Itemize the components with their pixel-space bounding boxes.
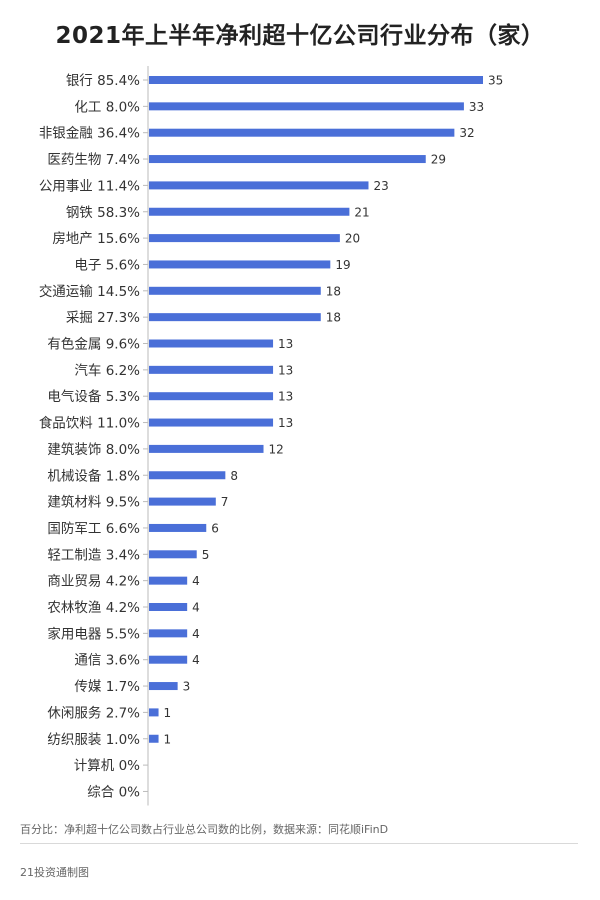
category-label: 国防军工 6.6%: [47, 521, 140, 537]
category-label: 非银金融 36.4%: [39, 126, 140, 142]
category-label: 家用电器 5.5%: [47, 625, 140, 642]
category-label: 建筑装饰 8.0%: [47, 442, 140, 458]
bar: [149, 128, 455, 137]
bar: [149, 207, 350, 216]
value-label: 13: [278, 416, 293, 430]
divider: [20, 843, 578, 844]
value-label: 1: [164, 732, 172, 746]
category-label: 钢铁 58.3%: [66, 205, 140, 221]
value-label: 4: [192, 574, 200, 588]
category-label: 机械设备 1.8%: [47, 467, 140, 484]
source-credit: 21投资通制图: [20, 866, 89, 879]
category-label: 有色金属 9.6%: [47, 336, 140, 353]
category-label: 商业贸易 4.2%: [47, 574, 140, 590]
category-label: 食品饮料 11.0%: [39, 415, 140, 432]
bar: [149, 550, 197, 559]
category-label: 房地产 15.6%: [52, 231, 140, 247]
value-label: 4: [192, 627, 200, 641]
bar: [149, 418, 274, 427]
category-label: 化工 8.0%: [74, 99, 140, 115]
value-label: 13: [278, 390, 293, 404]
category-label: 汽车 6.2%: [74, 362, 140, 379]
value-label: 35: [488, 74, 503, 88]
bar: [149, 260, 331, 269]
category-label: 建筑材料 9.5%: [47, 495, 140, 511]
value-label: 21: [354, 205, 369, 219]
category-label: 计算机 0%: [74, 758, 140, 774]
chart-title: 2021年上半年净利超十亿公司行业分布（家）: [55, 23, 545, 49]
value-label: 3: [183, 680, 191, 694]
bar: [149, 313, 321, 322]
bar: [149, 655, 188, 664]
footnote: 百分比：净利超十亿公司数占行业总公司数的比例，数据来源：同花顺iFinD: [20, 823, 389, 836]
category-label: 休闲服务 2.7%: [47, 705, 140, 721]
category-label: 农林牧渔 4.2%: [47, 600, 140, 616]
value-label: 18: [326, 284, 341, 298]
category-label: 医药生物 7.4%: [47, 152, 140, 168]
category-label: 轻工制造 3.4%: [47, 547, 140, 563]
category-label: 综合 0%: [87, 784, 140, 800]
bar: [149, 286, 321, 295]
category-label: 纺织服装 1.0%: [47, 732, 140, 748]
bar: [149, 523, 207, 532]
bar: [149, 444, 264, 453]
category-label: 银行 85.4%: [66, 73, 140, 89]
bar: [149, 339, 274, 348]
bar: [149, 234, 340, 243]
value-label: 1: [164, 706, 172, 720]
value-label: 5: [202, 548, 210, 562]
bar: [149, 181, 369, 190]
bar: [149, 365, 274, 374]
bar: [149, 603, 188, 611]
value-label: 19: [335, 258, 350, 272]
value-label: 8: [230, 469, 238, 483]
value-label: 7: [221, 495, 229, 509]
category-label: 交通运输 14.5%: [39, 283, 140, 300]
bar: [149, 76, 483, 84]
value-label: 13: [278, 337, 293, 351]
bar: [149, 682, 178, 691]
category-label: 传媒 1.7%: [74, 679, 140, 695]
category-label: 电气设备 5.3%: [47, 388, 140, 405]
value-label: 32: [459, 126, 474, 140]
bar: [149, 629, 188, 638]
value-label: 12: [269, 442, 284, 456]
value-label: 4: [192, 653, 200, 667]
bar: [149, 102, 464, 111]
value-label: 4: [192, 601, 200, 615]
category-label: 通信 3.6%: [74, 653, 140, 669]
value-label: 20: [345, 232, 360, 246]
bar: [149, 734, 159, 743]
value-label: 13: [278, 363, 293, 377]
value-label: 18: [326, 311, 341, 325]
bar: [149, 708, 159, 717]
value-label: 23: [373, 179, 388, 193]
category-label: 采掘 27.3%: [66, 310, 140, 326]
value-label: 6: [211, 521, 219, 535]
bar: [149, 497, 216, 506]
bar: [149, 576, 188, 585]
value-label: 33: [469, 100, 484, 114]
category-label: 公用事业 11.4%: [39, 178, 140, 194]
bar: [149, 392, 274, 401]
bar: [149, 471, 226, 480]
value-label: 29: [431, 153, 446, 167]
category-label: 电子 5.6%: [74, 257, 140, 273]
bar: [149, 155, 426, 164]
